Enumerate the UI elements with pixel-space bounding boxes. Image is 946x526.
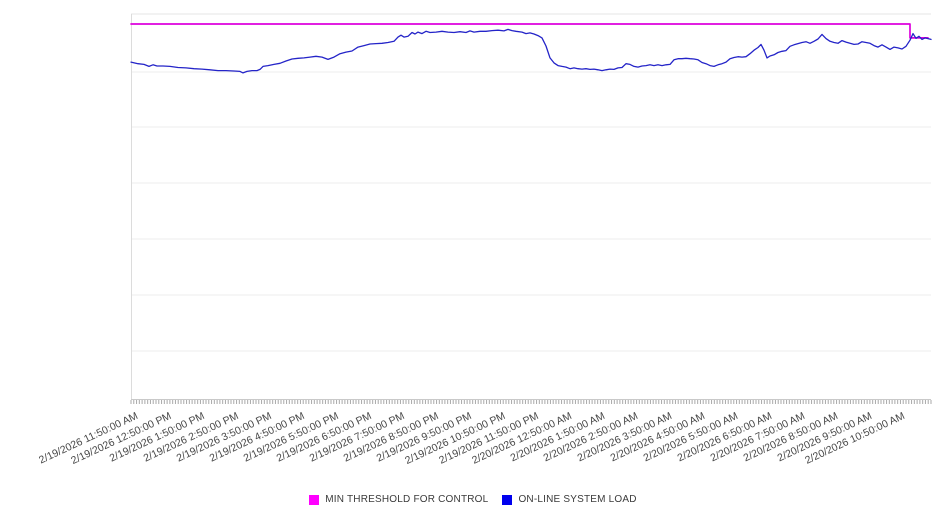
legend-item-min-threshold: MIN THRESHOLD FOR CONTROL	[309, 494, 488, 505]
legend-item-online-system-load: ON-LINE SYSTEM LOAD	[502, 494, 637, 505]
min-threshold-legend-label: MIN THRESHOLD FOR CONTROL	[325, 494, 489, 505]
online-system-load-legend-label: ON-LINE SYSTEM LOAD	[518, 494, 637, 505]
online-system-load-line	[130, 28, 932, 74]
plot-area	[130, 13, 932, 404]
legend: MIN THRESHOLD FOR CONTROL ON-LINE SYSTEM…	[0, 494, 946, 505]
min-threshold-swatch-icon	[309, 494, 320, 505]
online-system-load-swatch-icon	[502, 494, 513, 505]
min-threshold-line	[130, 23, 929, 39]
x-axis-minor-ticks	[130, 400, 932, 404]
